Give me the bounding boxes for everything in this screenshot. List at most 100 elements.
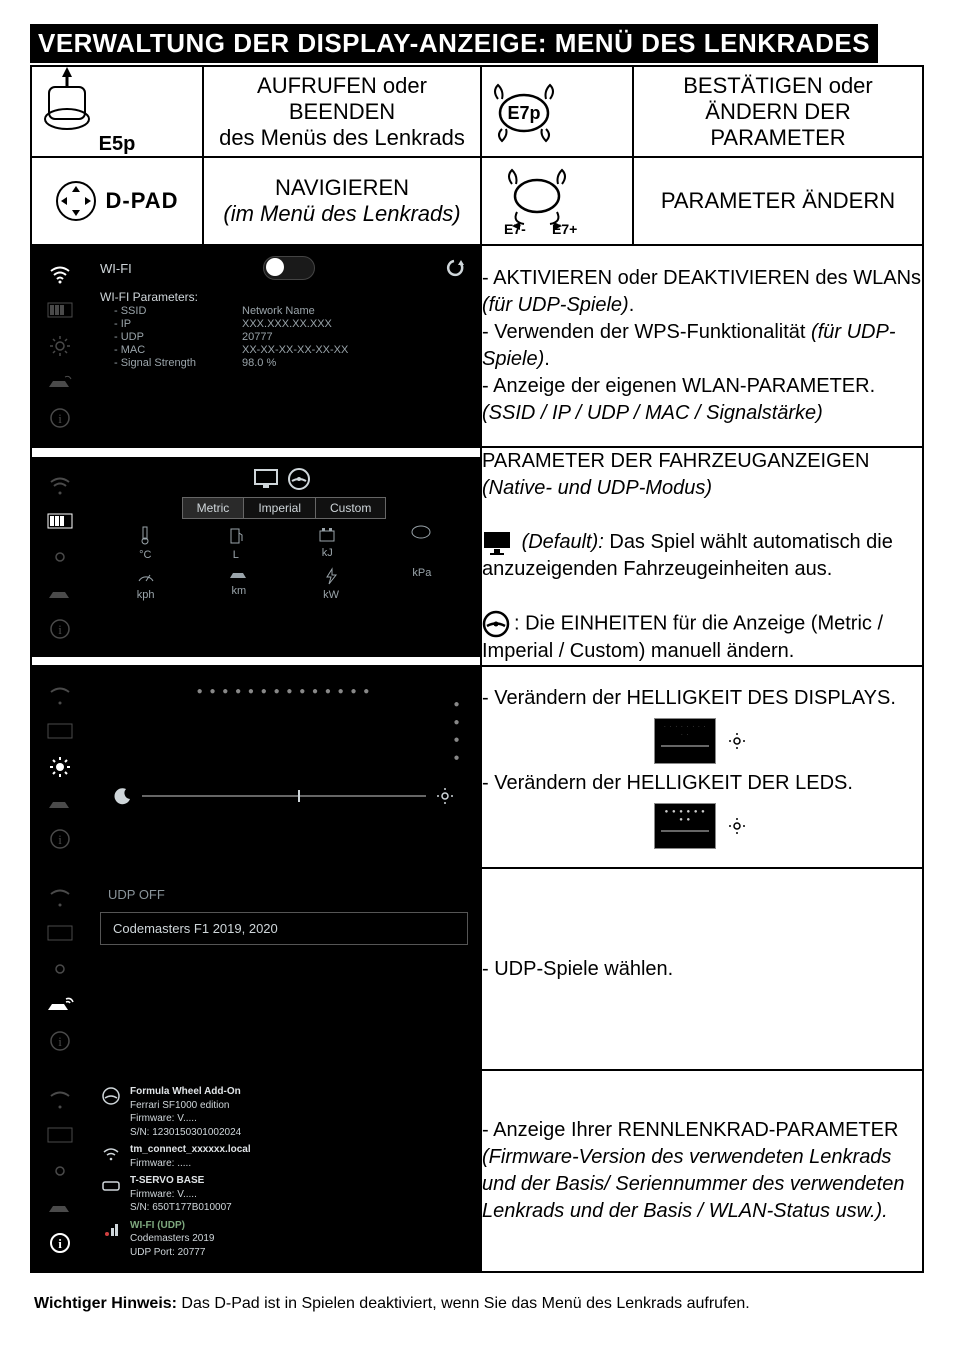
wifi-header: WI-FI — [100, 261, 132, 276]
wifi-mac-v: XX-XX-XX-XX-XX-XX — [242, 344, 348, 356]
e5p-knob-icon — [32, 67, 102, 133]
wifi-icon — [45, 882, 75, 912]
e7pm-desc: PARAMETER ÄNDERN — [634, 188, 922, 214]
wifi-desc-2: - Verwenden der WPS-Funktionalität — [482, 321, 811, 343]
info-icon: i — [45, 824, 75, 854]
wifi-desc-4: (SSID / IP / UDP / MAC / Signalstärke) — [482, 402, 823, 424]
brightness-icon — [45, 331, 75, 361]
info-l11: Codemasters 2019 — [130, 1232, 215, 1246]
gauge-icon — [45, 1120, 75, 1150]
sidebar-wifi: i — [32, 246, 88, 446]
gauge-icon — [45, 716, 75, 746]
wifi-icon — [45, 259, 75, 289]
info-l7: T-SERVO BASE — [130, 1174, 232, 1188]
sidebar-units: i — [32, 457, 88, 657]
bright-desc-1: - Verändern der HELLIGKEIT DES DISPLAYS. — [482, 687, 896, 709]
info-l9: S/N: 650T177B010007 — [130, 1201, 232, 1215]
e5p-desc-2: BEENDEN — [204, 99, 480, 125]
wifi-ip-k: - IP — [114, 318, 224, 330]
led-dots-v: ● ● ● ● — [451, 699, 462, 765]
tab-imperial[interactable]: Imperial — [244, 497, 315, 519]
units-default-it: (Default): — [522, 531, 604, 553]
e7pm-knob-icon: E7- E7+ — [482, 166, 592, 236]
car-icon — [228, 567, 250, 581]
u-kpa: kPa — [412, 567, 431, 579]
car-wifi-icon — [45, 578, 75, 608]
u-kw: kW — [323, 589, 339, 601]
footer-rest: Das D-Pad ist in Spielen deaktiviert, we… — [177, 1295, 750, 1312]
wifi-icon — [45, 680, 75, 710]
brightness-icon — [45, 1156, 75, 1186]
footer-bold: Wichtiger Hinweis: — [34, 1295, 177, 1312]
e7p-knob-icon: E7p — [482, 79, 566, 145]
wifi-ssid-v: Network Name — [242, 305, 315, 317]
u-km: km — [232, 585, 247, 597]
brightness-icon — [45, 954, 75, 984]
wifi-toggle[interactable] — [263, 256, 315, 280]
wheel-circle-icon — [287, 467, 311, 491]
monitor-icon — [253, 468, 279, 490]
e7p-desc-1: BESTÄTIGEN oder — [634, 73, 922, 99]
svg-text:i: i — [58, 1034, 62, 1049]
wifi-desc-1it: (für UDP-Spiele) — [482, 294, 629, 316]
battery-icon — [318, 525, 336, 543]
u-c: °C — [139, 549, 151, 561]
wifi-icon — [45, 1084, 75, 1114]
wifi-desc-1: - AKTIVIEREN oder DEAKTIVIEREN des WLANs — [482, 267, 921, 289]
tab-custom[interactable]: Custom — [315, 497, 386, 519]
brightness-icon — [45, 752, 75, 782]
svg-text:i: i — [58, 622, 62, 637]
info-l12: UDP Port: 20777 — [130, 1246, 215, 1260]
tyre-icon — [411, 525, 431, 539]
wifi-mac-k: - MAC — [114, 344, 224, 356]
units-manual: : Die EINHEITEN für die Anzeige (Metric … — [482, 612, 883, 662]
base-icon — [100, 1174, 122, 1196]
gauge-icon — [45, 506, 75, 536]
wifi-params-title: WI-FI Parameters: — [100, 290, 468, 304]
car-wifi-icon — [45, 1192, 75, 1222]
u-l: L — [233, 549, 239, 561]
wifi-udp-v: 20777 — [242, 331, 273, 343]
sidebar-info: i — [32, 1071, 88, 1271]
e5p-label: E5p — [32, 133, 202, 156]
e7p-inner-label: E7p — [507, 103, 540, 123]
led-dots: ● ● ● ● ● ● ● ● ● ● ● ● ● ● — [197, 686, 372, 697]
power-icon — [323, 567, 339, 585]
dpad-label: D-PAD — [105, 188, 178, 214]
info-l3: Firmware: V..... — [130, 1112, 241, 1126]
thermo-icon — [137, 525, 153, 545]
udp-desc: - UDP-Spiele wählen. — [482, 958, 673, 980]
wifi-udp-k: - UDP — [114, 331, 224, 343]
display-bright-thumb: · · · · · · · · · · — [654, 718, 716, 764]
wifi-icon — [100, 1143, 122, 1165]
wps-icon[interactable] — [446, 257, 468, 279]
u-kj: kJ — [322, 547, 333, 559]
udp-game-box[interactable]: Codemasters F1 2019, 2020 — [100, 912, 468, 945]
svg-text:E7+: E7+ — [552, 221, 577, 236]
wifi-icon — [45, 470, 75, 500]
gauge-icon — [45, 295, 75, 325]
wifi-ssid-k: - SSID — [114, 305, 224, 317]
svg-text:E7-: E7- — [504, 221, 526, 236]
sun-icon — [728, 732, 746, 750]
udp-off: UDP OFF — [108, 887, 468, 902]
info-l10: WI-FI (UDP) — [130, 1219, 215, 1233]
info-desc-1: - Anzeige Ihrer RENNLENKRAD-PARAMETER — [482, 1119, 898, 1141]
wheel-circle-icon — [100, 1085, 122, 1107]
wifi-ip-v: XXX.XXX.XX.XXX — [242, 318, 332, 330]
info-l8: Firmware: V..... — [130, 1188, 232, 1202]
info-desc-2: (Firmware-Version des verwendeten Lenkra… — [482, 1146, 904, 1222]
units-title-it: (Native- und UDP-Modus) — [482, 477, 712, 499]
svg-text:i: i — [58, 832, 62, 847]
info-icon: i — [45, 1026, 75, 1056]
units-title: PARAMETER DER FAHRZEUGANZEIGEN — [482, 450, 869, 472]
info-icon: i — [45, 614, 75, 644]
dpad-icon — [55, 180, 97, 222]
signal-icon — [100, 1219, 122, 1241]
e7p-desc-3: PARAMETER — [634, 125, 922, 151]
tab-metric[interactable]: Metric — [182, 497, 245, 519]
gauge-icon — [45, 918, 75, 948]
sidebar-bright: i — [32, 667, 88, 867]
wifi-desc-3: - Anzeige der eigenen WLAN-PARAMETER. — [482, 375, 875, 397]
info-icon: i — [45, 403, 75, 433]
